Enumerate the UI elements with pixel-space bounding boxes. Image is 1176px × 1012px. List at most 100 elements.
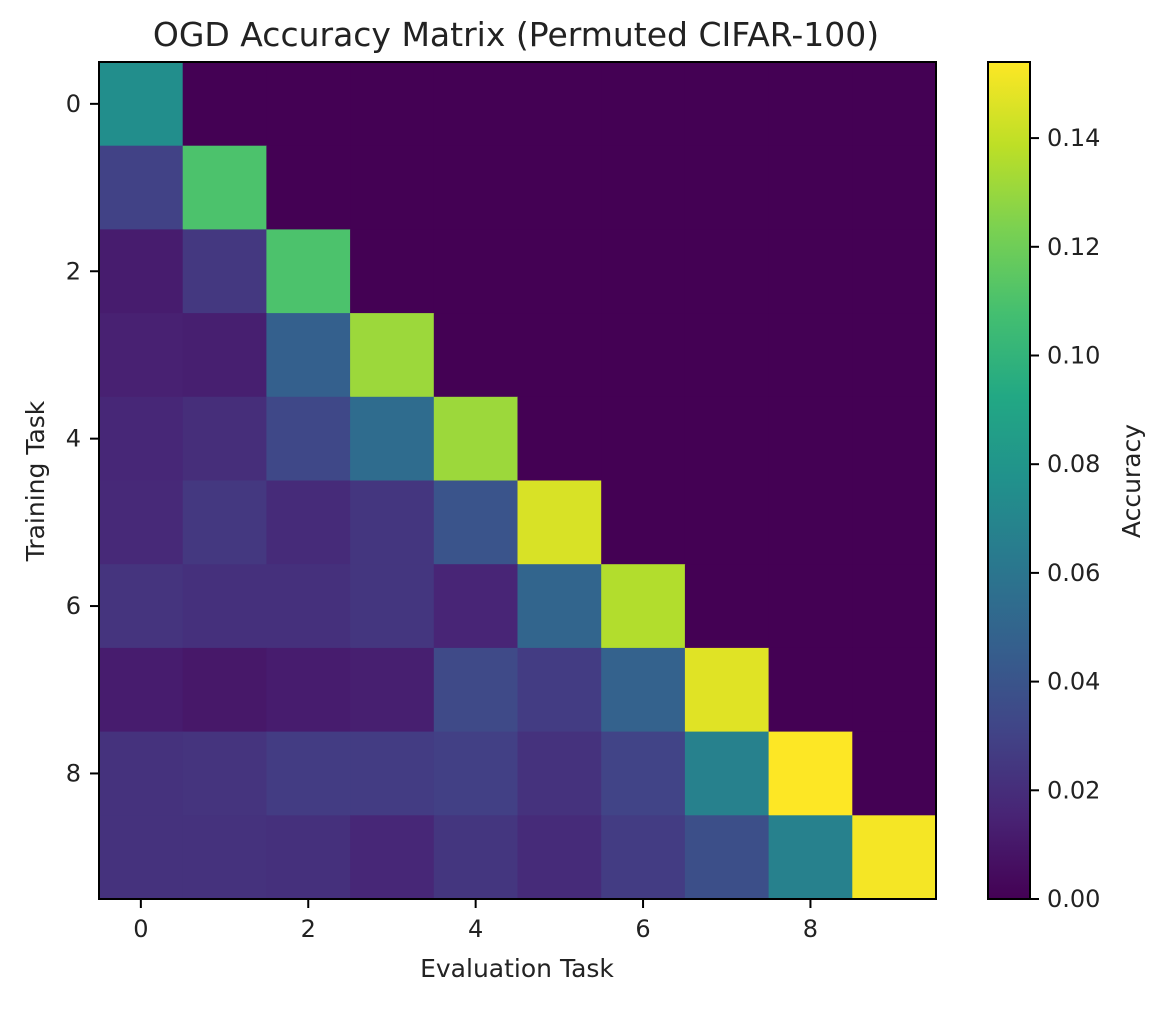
heatmap-cell <box>517 145 602 230</box>
heatmap-cell <box>350 229 435 314</box>
heatmap-cell <box>684 62 770 147</box>
heatmap-cell <box>266 731 351 816</box>
heatmap-cell <box>601 396 686 482</box>
x-tick-label: 2 <box>301 915 316 943</box>
heatmap-cell <box>182 815 267 900</box>
heatmap-cell <box>768 480 853 565</box>
heatmap-cell <box>99 731 184 816</box>
heatmap-cell <box>182 647 267 733</box>
heatmap-cell <box>350 647 435 733</box>
heatmap-cell <box>684 815 770 900</box>
heatmap-cell <box>99 480 184 565</box>
x-tick-label: 0 <box>133 915 148 943</box>
heatmap-cell <box>684 313 770 398</box>
heatmap-cell <box>99 313 184 398</box>
colorbar-ticks: 0.00 0.02 0.04 0.06 0.08 0.10 0.12 0.14 <box>1030 124 1100 913</box>
heatmap-cell <box>768 229 853 314</box>
y-axis-ticks: 0 2 4 6 8 <box>66 90 99 787</box>
heatmap-cell <box>99 396 184 482</box>
heatmap-cell <box>266 647 351 733</box>
heatmap-cell <box>433 62 519 147</box>
heatmap-cell <box>266 229 351 314</box>
y-axis-label: Training Task <box>21 400 50 562</box>
x-tick-label: 6 <box>635 915 650 943</box>
heatmap-cell <box>852 480 937 565</box>
heatmap-cell <box>517 480 602 565</box>
y-tick-label: 4 <box>66 425 81 453</box>
heatmap-cell <box>266 145 351 230</box>
x-axis-ticks: 0 2 4 6 8 <box>133 899 818 943</box>
colorbar-tick-label: 0.10 <box>1047 341 1100 369</box>
colorbar-tick-label: 0.04 <box>1047 668 1100 696</box>
heatmap-cell <box>684 480 770 565</box>
x-tick-label: 8 <box>803 915 818 943</box>
heatmap-cell <box>517 313 602 398</box>
heatmap-cell <box>768 815 853 900</box>
heatmap-cell <box>266 564 351 649</box>
heatmap-cell <box>433 815 519 900</box>
heatmap-cell <box>266 62 351 147</box>
heatmap-cell <box>768 313 853 398</box>
heatmap-cell <box>433 480 519 565</box>
heatmap-cell <box>768 564 853 649</box>
heatmap-cell <box>517 229 602 314</box>
heatmap-cell <box>684 145 770 230</box>
heatmap-cell <box>601 62 686 147</box>
colorbar-tick-label: 0.06 <box>1047 559 1100 587</box>
heatmap-cell <box>852 229 937 314</box>
heatmap-cell <box>852 313 937 398</box>
heatmap-cell <box>684 229 770 314</box>
colorbar-tick-label: 0.14 <box>1047 124 1100 152</box>
y-tick-label: 2 <box>66 257 81 285</box>
heatmap-cell <box>182 731 267 816</box>
heatmap-cell <box>852 145 937 230</box>
heatmap-cell <box>517 62 602 147</box>
heatmap-cell <box>350 815 435 900</box>
heatmap-cell <box>99 62 184 147</box>
heatmap-cell <box>601 145 686 230</box>
heatmap-cell <box>266 815 351 900</box>
heatmap-cell <box>350 731 435 816</box>
heatmap-cell <box>768 647 853 733</box>
heatmap-cell <box>433 229 519 314</box>
heatmap-cell <box>601 480 686 565</box>
heatmap-cell <box>99 647 184 733</box>
colorbar-tick-label: 0.00 <box>1047 885 1100 913</box>
plot-frame <box>98 61 937 900</box>
heatmap-cell <box>601 647 686 733</box>
y-tick-label: 6 <box>66 592 81 620</box>
heatmap-cell <box>601 731 686 816</box>
colorbar-tick-label: 0.12 <box>1047 233 1100 261</box>
heatmap-cell <box>350 480 435 565</box>
heatmap-cell <box>852 731 937 816</box>
heatmap-cell <box>182 229 267 314</box>
heatmap-cell <box>433 647 519 733</box>
heatmap-cell <box>852 396 937 482</box>
heatmap-cell <box>350 145 435 230</box>
heatmap-cell <box>684 731 770 816</box>
heatmap-cell <box>350 396 435 482</box>
heatmap-cell <box>433 396 519 482</box>
heatmap-cell <box>182 480 267 565</box>
heatmap-cell <box>852 564 937 649</box>
heatmap-cell <box>266 396 351 482</box>
heatmap-cell <box>99 564 184 649</box>
heatmap-cell <box>182 396 267 482</box>
heatmap-cell <box>266 480 351 565</box>
y-tick-label: 8 <box>66 759 81 787</box>
colorbar-tick-label: 0.02 <box>1047 776 1100 804</box>
heatmap-cell <box>182 313 267 398</box>
heatmap-cell <box>350 564 435 649</box>
heatmap-cell <box>517 396 602 482</box>
heatmap-cell <box>852 647 937 733</box>
heatmap-cell <box>433 731 519 816</box>
colorbar-label: Accuracy <box>1117 424 1146 538</box>
chart-title: OGD Accuracy Matrix (Permuted CIFAR-100) <box>153 15 879 54</box>
colorbar <box>987 61 1031 900</box>
heatmap-cell <box>601 229 686 314</box>
heatmap-cell <box>182 62 267 147</box>
heatmap-cell <box>433 313 519 398</box>
x-tick-label: 4 <box>468 915 483 943</box>
heatmap-cell <box>517 815 602 900</box>
